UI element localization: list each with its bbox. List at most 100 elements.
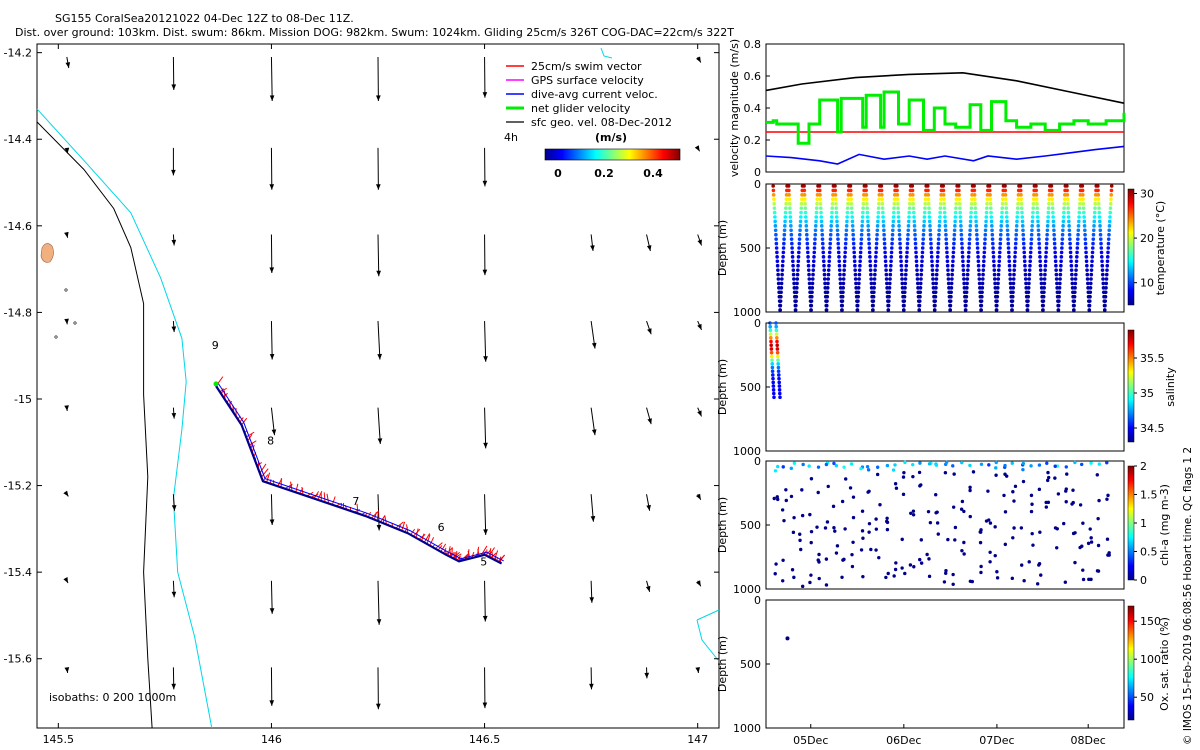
- chla-point: [946, 537, 950, 542]
- salinity-point: [772, 395, 776, 400]
- temperature-point: [1069, 259, 1073, 264]
- temperature-point: [979, 299, 984, 303]
- swim-vector: [380, 515, 386, 523]
- temperature-point: [907, 206, 912, 210]
- temperature-point: [1107, 219, 1112, 224]
- salinity-point: [777, 384, 782, 388]
- temperature-point: [812, 246, 817, 250]
- temperature-point: [1047, 201, 1051, 206]
- temperature-point: [797, 241, 802, 246]
- salinity-point: [775, 350, 780, 355]
- temperature-point: [1021, 228, 1025, 233]
- temperature-point: [916, 286, 920, 290]
- temperature-point: [949, 294, 953, 299]
- chla-point: [1038, 530, 1042, 534]
- temperature-point: [774, 232, 778, 237]
- temperature-point: [1038, 263, 1043, 268]
- temperature-point: [934, 286, 938, 290]
- temperature-point: [906, 224, 911, 228]
- profile-ytick-label: 0: [754, 594, 761, 607]
- temperature-point: [964, 303, 968, 308]
- temperature-point: [775, 250, 779, 255]
- chla-point: [1081, 521, 1085, 525]
- temperature-point: [789, 228, 793, 233]
- temperature-point: [913, 246, 918, 250]
- map-colorbar-tick-0: 0: [554, 167, 562, 180]
- chla-point: [1003, 463, 1007, 468]
- map-legend: 25cm/s swim vector GPS surface velocity …: [504, 60, 681, 180]
- temperature-point: [919, 277, 923, 281]
- swim-vector: [248, 440, 257, 446]
- temperature-point: [819, 210, 823, 215]
- temperature-point: [1054, 277, 1059, 281]
- temperature-point: [1020, 224, 1025, 228]
- temperature-point: [814, 215, 819, 219]
- sfc-vector-head: [376, 619, 382, 625]
- temperature-point: [860, 228, 864, 233]
- temperature-point: [827, 259, 832, 264]
- temperature-point: [966, 263, 970, 268]
- temperature-point: [974, 219, 978, 224]
- chla-point: [1071, 488, 1075, 492]
- sfc-vector-head: [65, 62, 71, 68]
- temperature-point: [864, 184, 868, 188]
- chla-point: [775, 495, 779, 499]
- temperature-point: [873, 263, 878, 268]
- temperature-point: [920, 255, 925, 259]
- chla-point: [918, 557, 922, 562]
- temperature-point: [950, 263, 955, 268]
- temperature-point: [871, 294, 876, 299]
- temperature-point: [897, 219, 901, 224]
- temperature-point: [992, 259, 996, 264]
- temperature-point: [874, 246, 879, 250]
- sfc-vector: [377, 321, 381, 360]
- temperature-point: [934, 281, 938, 286]
- temperature-point: [973, 206, 978, 210]
- temperature-point: [851, 228, 855, 233]
- temperature-point: [874, 250, 878, 255]
- sfc-vector-head: [483, 356, 488, 362]
- sfc-vector-head: [269, 519, 275, 525]
- temperature-point: [1043, 263, 1048, 268]
- temperature-point: [961, 263, 965, 268]
- coastline: [36, 108, 213, 729]
- temperature-point: [886, 303, 891, 308]
- temperature-point: [882, 241, 887, 246]
- temperature-point: [782, 241, 786, 246]
- figure-title: SG155 CoralSea20121022 04-Dec 12Z to 08-…: [55, 12, 354, 25]
- temperature-point: [1029, 237, 1034, 241]
- temperature-point: [1109, 197, 1113, 202]
- temperature-point: [1016, 193, 1021, 197]
- temperature-point: [1044, 246, 1049, 250]
- colorbar-tick-label: 50: [1140, 691, 1154, 704]
- chla-point: [875, 472, 880, 477]
- map-colorbar-tick-1: 0.2: [594, 167, 614, 180]
- temperature-point: [941, 184, 946, 188]
- sfc-vector-head: [376, 703, 381, 710]
- temperature-point: [1072, 299, 1077, 303]
- temperature-point: [1103, 290, 1108, 295]
- temperature-point: [772, 210, 777, 215]
- temperature-point: [1012, 268, 1017, 272]
- temperature-point: [908, 193, 913, 197]
- temperature-point: [1042, 277, 1047, 281]
- chla-point: [1011, 490, 1015, 494]
- oxygen-ylabel: Depth (m): [716, 636, 729, 692]
- chla-point: [968, 485, 972, 490]
- temperature-point: [933, 290, 938, 295]
- temperature-point: [902, 294, 907, 299]
- temperature-point: [1070, 286, 1075, 290]
- temperature-point: [999, 228, 1003, 233]
- salinity-colorbar-label: salinity: [1164, 367, 1177, 407]
- temperature-point: [1035, 215, 1040, 219]
- temperature-point: [806, 263, 811, 268]
- temperature-point: [841, 277, 846, 281]
- chla-point: [952, 472, 956, 476]
- temperature-point: [1029, 241, 1033, 246]
- chla-point: [1063, 580, 1068, 584]
- temperature-point: [784, 193, 789, 197]
- temperature-point: [1058, 281, 1062, 286]
- temperature-point: [969, 206, 974, 210]
- sfc-vector: [484, 321, 487, 362]
- temperature-point: [1022, 250, 1027, 255]
